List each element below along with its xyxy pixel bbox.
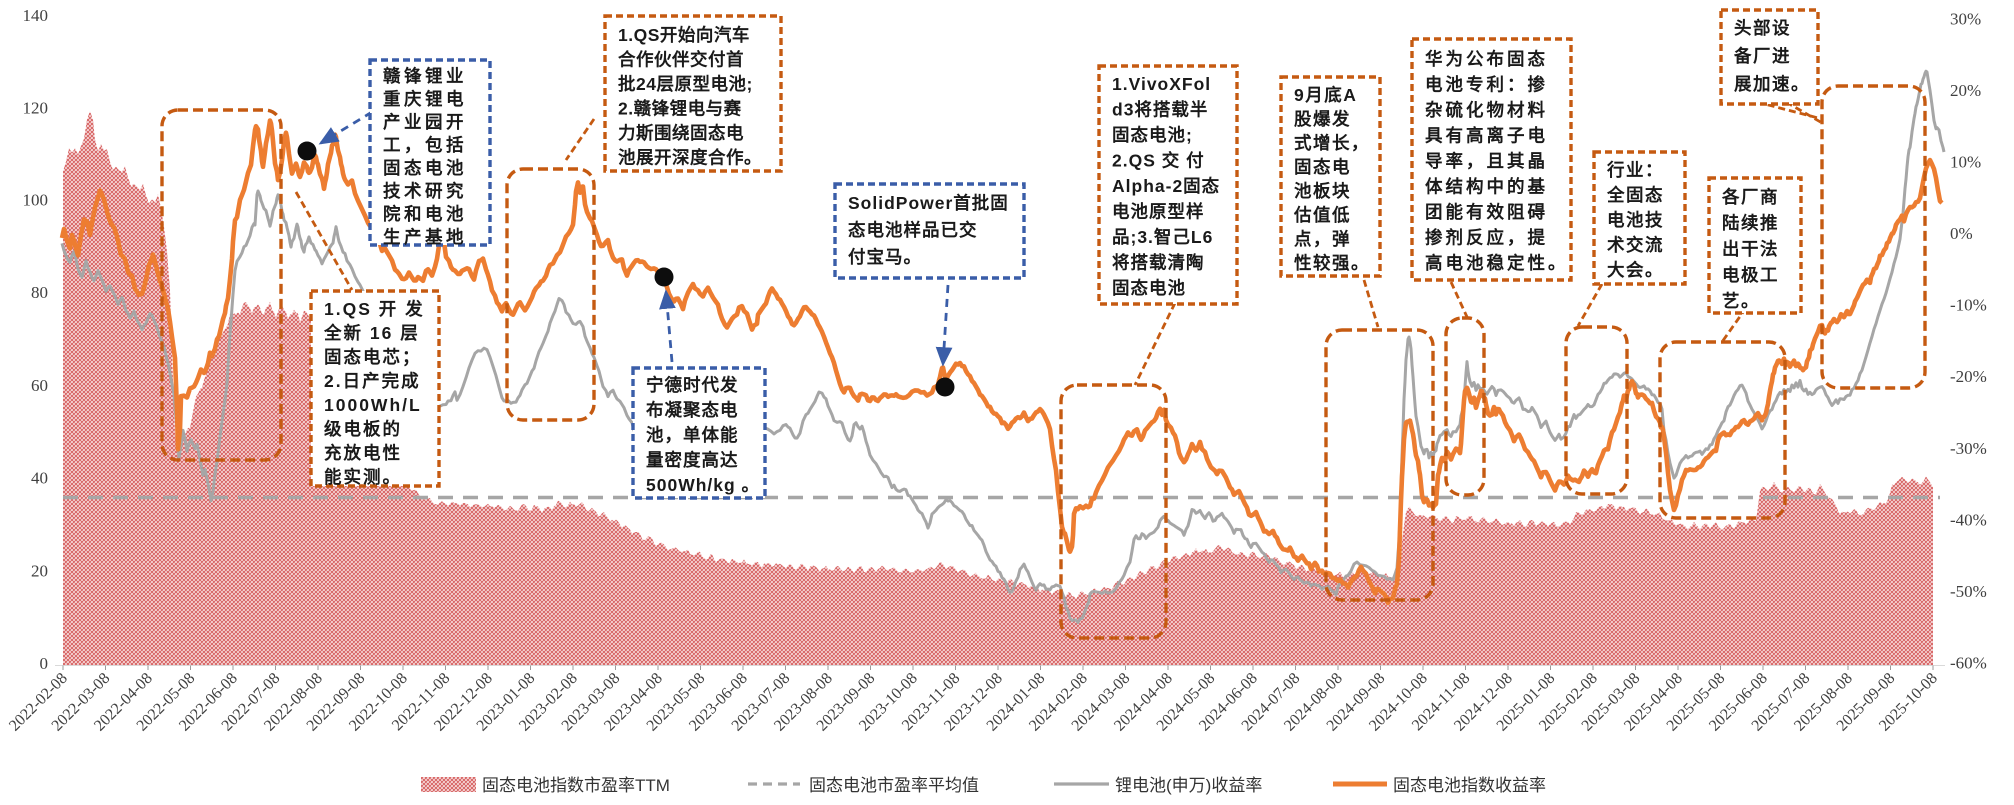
svg-text:固态电池指数市盈率TTM: 固态电池指数市盈率TTM: [482, 776, 670, 795]
svg-text:20: 20: [31, 561, 48, 580]
svg-text:固态电池市盈率平均值: 固态电池市盈率平均值: [809, 776, 979, 795]
svg-text:10%: 10%: [1950, 153, 1981, 172]
svg-text:华为公布固态电池专利：掺杂硫化物材料具有高离子电导率，且其晶: 华为公布固态电池专利：掺杂硫化物材料具有高离子电导率，且其晶体结构中的基团能有效…: [1424, 49, 1569, 273]
svg-text:80: 80: [31, 283, 48, 302]
svg-text:-50%: -50%: [1950, 582, 1987, 601]
svg-text:行业：全固态电池技术交流大会。: 行业：全固态电池技术交流大会。: [1606, 160, 1664, 280]
svg-text:-10%: -10%: [1950, 296, 1987, 315]
svg-text:赣锋锂业重庆锂电产业园开工，包括固态电池技术研究院和电池生产: 赣锋锂业重庆锂电产业园开工，包括固态电池技术研究院和电池生产基地: [383, 66, 467, 247]
svg-text:固态电池指数收益率: 固态电池指数收益率: [1393, 776, 1546, 795]
svg-text:0%: 0%: [1950, 224, 1973, 243]
svg-text:-60%: -60%: [1950, 653, 1987, 672]
svg-text:30%: 30%: [1950, 10, 1981, 29]
svg-text:-30%: -30%: [1950, 439, 1987, 458]
svg-text:120: 120: [23, 99, 49, 118]
svg-text:60: 60: [31, 376, 48, 395]
svg-text:100: 100: [23, 191, 49, 210]
svg-text:1.QS开始向汽车合作伙伴交付首批24层原型电池;2.赣锋锂: 1.QS开始向汽车合作伙伴交付首批24层原型电池; 2.赣锋锂电与赛力斯围绕固态电…: [618, 25, 762, 168]
svg-text:40: 40: [31, 469, 48, 488]
svg-text:各厂商陆续推出干法电极工艺。: 各厂商陆续推出干法电极工艺。: [1721, 187, 1779, 311]
svg-text:0: 0: [40, 654, 49, 673]
svg-text:20%: 20%: [1950, 81, 1981, 100]
svg-text:-40%: -40%: [1950, 510, 1987, 529]
svg-text:头部设备厂进展加速。: 头部设备厂进展加速。: [1733, 18, 1810, 94]
svg-text:SolidPower首批固态电池样品已交付宝马。: SolidPower首批固态电池样品已交付宝马。: [848, 193, 1009, 267]
svg-text:锂电池(申万)收益率: 锂电池(申万)收益率: [1115, 776, 1262, 795]
svg-text:140: 140: [23, 6, 49, 25]
svg-text:-20%: -20%: [1950, 367, 1987, 386]
